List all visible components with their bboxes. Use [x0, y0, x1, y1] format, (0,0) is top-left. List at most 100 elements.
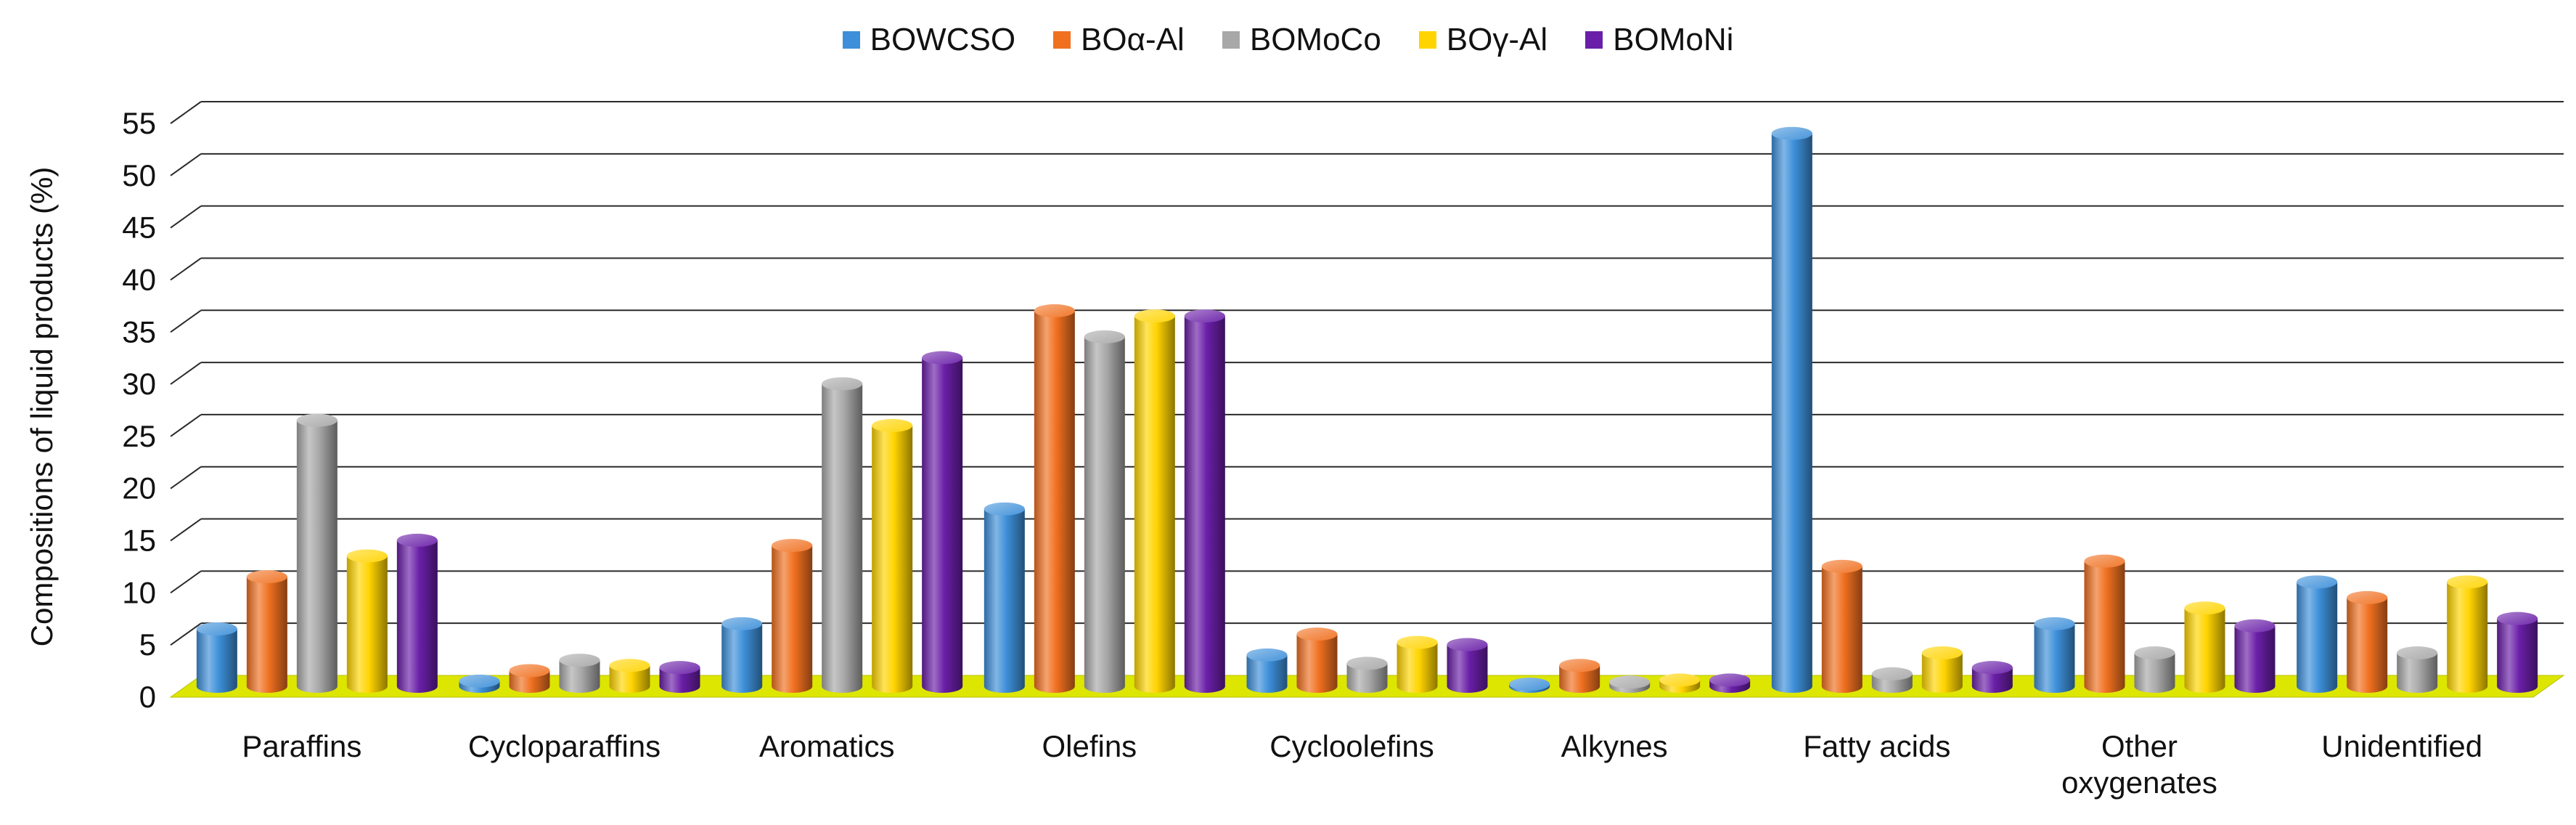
- bar-top-cycloparaffins-bo-al: [509, 664, 550, 678]
- legend-label-bomoco: BOMoCo: [1249, 22, 1381, 57]
- legend-swatch-bomoco: [1222, 31, 1240, 49]
- bar-top-olefins-bomoco: [1084, 330, 1125, 344]
- y-tick-label: 50: [122, 158, 156, 192]
- bar-top-other-oxygenates-bowcso: [2034, 617, 2075, 630]
- x-tick-label-cycloparaffins: Cycloparaffins: [468, 729, 661, 763]
- gridline-diagonal: [170, 622, 202, 646]
- gridline-diagonal: [170, 570, 202, 594]
- x-tick-label-olefins: Olefins: [1042, 729, 1137, 763]
- bar-cycloolefins-bo-al: [1296, 634, 1338, 693]
- bar-aromatics-bo-al: [872, 425, 913, 693]
- bar-other-oxygenates-bo-al: [2184, 608, 2225, 693]
- bar-top-fatty-acids-bo-al: [1821, 559, 1863, 573]
- y-tick-label: 15: [122, 524, 156, 558]
- bar-top-other-oxygenates-bomoco: [2134, 646, 2175, 660]
- legend-label-boa-al: BOα-Al: [1081, 22, 1185, 57]
- legend-item-bomoco: BOMoCo: [1222, 22, 1381, 58]
- bar-paraffins-bomoni: [396, 540, 438, 693]
- gridlines: [170, 101, 2564, 646]
- legend-label-bog-al: BOγ-Al: [1446, 22, 1548, 57]
- bar-top-cycloparaffins-bowcso: [459, 674, 500, 688]
- bar-olefins-bo-al: [1034, 310, 1075, 694]
- bar-unidentified-bomoco: [2397, 653, 2438, 693]
- x-tick-label-paraffins: Paraffins: [242, 729, 361, 763]
- x-tick-label-alkynes: Alkynes: [1561, 729, 1668, 763]
- bar-top-aromatics-bowcso: [721, 617, 763, 630]
- bar-unidentified-bomoni: [2497, 618, 2538, 693]
- bar-top-fatty-acids-bo-al: [1921, 646, 1963, 660]
- gridline-diagonal: [170, 205, 202, 229]
- bar-paraffins-bomoco: [296, 420, 338, 693]
- x-tick-label-fatty-acids: Fatty acids: [1803, 729, 1950, 763]
- bar-fatty-acids-bomoni: [1971, 667, 2013, 693]
- bar-top-cycloolefins-bowcso: [1246, 648, 1288, 662]
- y-tick-label: 20: [122, 471, 156, 505]
- y-axis-title: Compositions of liquid products (%): [25, 167, 59, 647]
- x-tick-label-cycloolefins: Cycloolefins: [1269, 729, 1434, 763]
- y-tick-label: 30: [122, 367, 156, 401]
- bar-cycloolefins-bomoco: [1346, 663, 1388, 693]
- x-axis: Paraffins Cycloparaffins Aromatics Olefins C…: [242, 729, 2482, 800]
- y-tick-label: 25: [122, 419, 156, 453]
- legend-item-bog-al: BOγ-Al: [1418, 22, 1548, 58]
- gridline-diagonal: [170, 414, 202, 437]
- bar-top-cycloparaffins-bomoco: [559, 654, 600, 667]
- bar-top-cycloolefins-bo-al: [1296, 627, 1338, 641]
- bar-top-fatty-acids-bomoco: [1871, 667, 1913, 680]
- bars: [196, 126, 2538, 694]
- bar-top-paraffins-bomoni: [396, 533, 438, 547]
- bar-top-fatty-acids-bowcso: [1771, 126, 1812, 140]
- bar-cycloparaffins-bomoni: [659, 667, 700, 693]
- y-tick-label: 5: [139, 627, 156, 662]
- bar-top-other-oxygenates-bo-al: [2084, 554, 2125, 568]
- bar-paraffins-bo-al: [246, 577, 287, 693]
- bar-fatty-acids-bowcso: [1771, 133, 1812, 693]
- bar-top-paraffins-bo-al: [346, 549, 388, 563]
- bar-cycloolefins-bo-al: [1397, 642, 1438, 693]
- legend-item-boa-al: BOα-Al: [1053, 22, 1185, 58]
- legend-label-bomoni: BOMoNi: [1613, 22, 1734, 57]
- bar-top-alkynes-bowcso: [1509, 678, 1550, 691]
- gridline-diagonal: [170, 362, 202, 385]
- bar-top-olefins-bo-al: [1034, 304, 1075, 317]
- bar-cycloolefins-bowcso: [1246, 654, 1288, 693]
- bar-top-unidentified-bo-al: [2347, 590, 2388, 604]
- bar-top-alkynes-bomoco: [1609, 675, 1651, 689]
- x-tick-label-other-oxygenates: Other oxygenates: [2061, 729, 2217, 800]
- bar-top-cycloolefins-bomoni: [1447, 638, 1488, 651]
- legend-swatch-boa-al: [1053, 31, 1071, 49]
- bar-paraffins-bowcso: [196, 629, 237, 693]
- bar-other-oxygenates-bomoni: [2234, 625, 2276, 693]
- bar-top-other-oxygenates-bo-al: [2184, 601, 2225, 615]
- bar-top-paraffins-bomoco: [296, 413, 338, 427]
- y-tick-label: 40: [122, 262, 156, 296]
- bar-aromatics-bo-al: [772, 545, 813, 693]
- bar-olefins-bomoco: [1084, 336, 1125, 693]
- bar-top-aromatics-bomoco: [822, 377, 863, 391]
- y-tick-label: 45: [122, 211, 156, 245]
- bar-aromatics-bomoni: [922, 357, 963, 693]
- bar-other-oxygenates-bomoco: [2134, 653, 2175, 693]
- gridline-diagonal: [170, 153, 202, 176]
- bar-top-cycloolefins-bomoco: [1346, 657, 1388, 670]
- bar-top-olefins-bomoni: [1184, 309, 1225, 323]
- bar-cycloparaffins-bo-al: [609, 665, 650, 693]
- legend: BOWCSO BOα-Al BOMoCo BOγ-Al BOMoNi: [0, 22, 2576, 58]
- legend-swatch-bog-al: [1418, 31, 1436, 49]
- y-tick-label: 55: [122, 106, 156, 140]
- x-tick-label-unidentified: Unidentified: [2321, 729, 2482, 763]
- bar-top-aromatics-bo-al: [772, 539, 813, 553]
- bar-fatty-acids-bo-al: [1921, 653, 1963, 693]
- gridline-diagonal: [170, 101, 202, 124]
- bar-top-paraffins-bo-al: [246, 570, 287, 584]
- bar-top-aromatics-bomoni: [922, 351, 963, 365]
- y-tick-label: 10: [122, 575, 156, 609]
- gridline-diagonal: [170, 257, 202, 281]
- y-tick-label: 0: [139, 680, 156, 714]
- x-tick-label-aromatics: Aromatics: [759, 729, 895, 763]
- bar-top-unidentified-bomoni: [2497, 611, 2538, 625]
- gridline-diagonal: [170, 518, 202, 542]
- bar-olefins-bomoni: [1184, 316, 1225, 693]
- bar-top-alkynes-bo-al: [1659, 673, 1701, 687]
